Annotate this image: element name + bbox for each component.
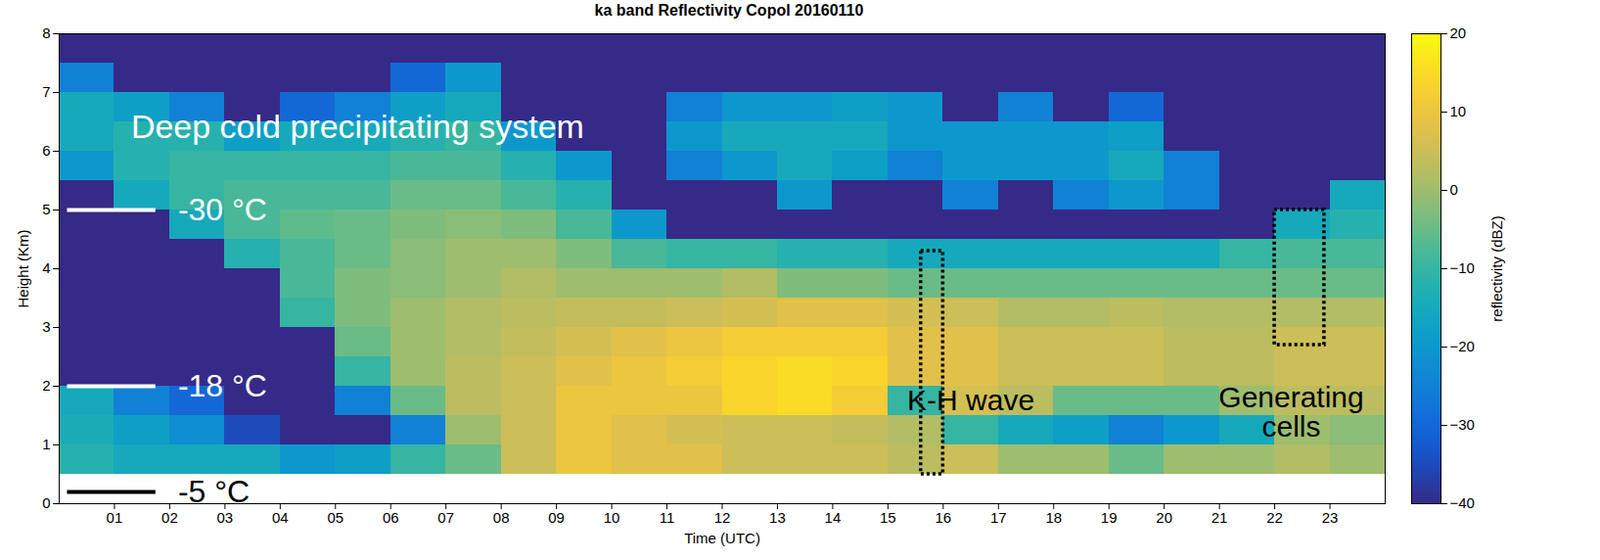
svg-text:07: 07	[437, 508, 455, 526]
svg-text:05: 05	[326, 508, 344, 526]
svg-text:reflectivity (dBZ): reflectivity (dBZ)	[1488, 215, 1506, 321]
svg-text:23: 23	[1322, 508, 1339, 526]
svg-text:5: 5	[42, 200, 50, 218]
svg-text:0: 0	[42, 494, 50, 511]
svg-text:03: 03	[217, 508, 234, 526]
svg-text:−10: −10	[1450, 259, 1475, 276]
svg-text:13: 13	[769, 508, 786, 526]
svg-text:1: 1	[42, 435, 50, 453]
svg-text:−20: −20	[1450, 337, 1475, 355]
svg-text:K-H wave: K-H wave	[907, 383, 1035, 416]
svg-text:14: 14	[824, 508, 842, 526]
svg-text:Deep cold precipitating system: Deep cold precipitating system	[131, 107, 585, 145]
svg-text:21: 21	[1211, 508, 1229, 526]
svg-text:-18 °C: -18 °C	[178, 367, 268, 404]
svg-text:-5 °C: -5 °C	[178, 473, 250, 509]
svg-text:Height (Km): Height (Km)	[14, 228, 32, 308]
svg-text:Time (UTC): Time (UTC)	[684, 529, 761, 547]
svg-text:4: 4	[42, 259, 50, 276]
svg-text:16: 16	[934, 508, 952, 526]
svg-text:0: 0	[1450, 181, 1459, 198]
svg-text:17: 17	[990, 508, 1007, 526]
svg-text:15: 15	[879, 508, 897, 526]
svg-text:−40: −40	[1450, 494, 1475, 511]
svg-text:7: 7	[42, 83, 50, 100]
svg-text:19: 19	[1100, 508, 1118, 526]
svg-text:-30 °C: -30 °C	[178, 191, 268, 228]
svg-text:3: 3	[42, 318, 50, 335]
svg-text:09: 09	[548, 508, 565, 526]
svg-text:11: 11	[659, 508, 676, 526]
svg-text:−30: −30	[1450, 415, 1475, 433]
svg-text:Generatingcells: Generatingcells	[1218, 380, 1364, 443]
svg-text:10: 10	[603, 508, 621, 526]
svg-text:02: 02	[161, 508, 179, 526]
svg-text:20: 20	[1155, 508, 1173, 526]
svg-text:08: 08	[493, 508, 510, 526]
svg-text:8: 8	[42, 24, 50, 42]
svg-text:06: 06	[382, 508, 400, 526]
svg-text:2: 2	[42, 376, 50, 394]
svg-text:20: 20	[1450, 24, 1467, 42]
svg-text:22: 22	[1266, 508, 1283, 526]
svg-text:10: 10	[1450, 102, 1467, 120]
svg-text:04: 04	[272, 508, 289, 526]
svg-text:12: 12	[714, 508, 732, 526]
svg-text:01: 01	[106, 508, 124, 526]
html-text:ka band Reflectivity Copol 201: ka band Reflectivity Copol 20160110	[594, 1, 864, 19]
svg-text:18: 18	[1045, 508, 1062, 526]
svg-text:6: 6	[42, 141, 50, 159]
